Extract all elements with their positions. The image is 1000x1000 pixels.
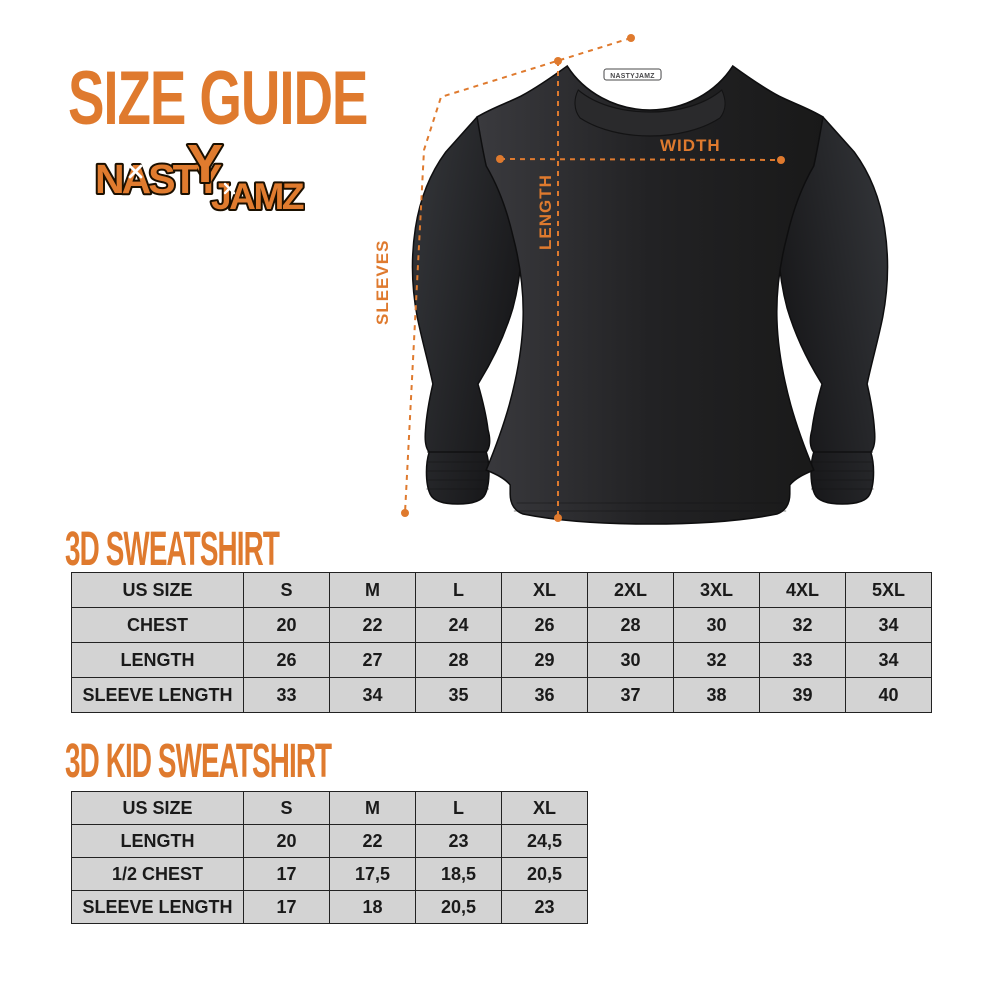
svg-text:LENGTH: LENGTH — [536, 174, 555, 250]
svg-text:SLEEVES: SLEEVES — [373, 240, 392, 325]
svg-text:NASTYJAMZ: NASTYJAMZ — [610, 71, 655, 80]
svg-text:WIDTH: WIDTH — [660, 136, 721, 155]
